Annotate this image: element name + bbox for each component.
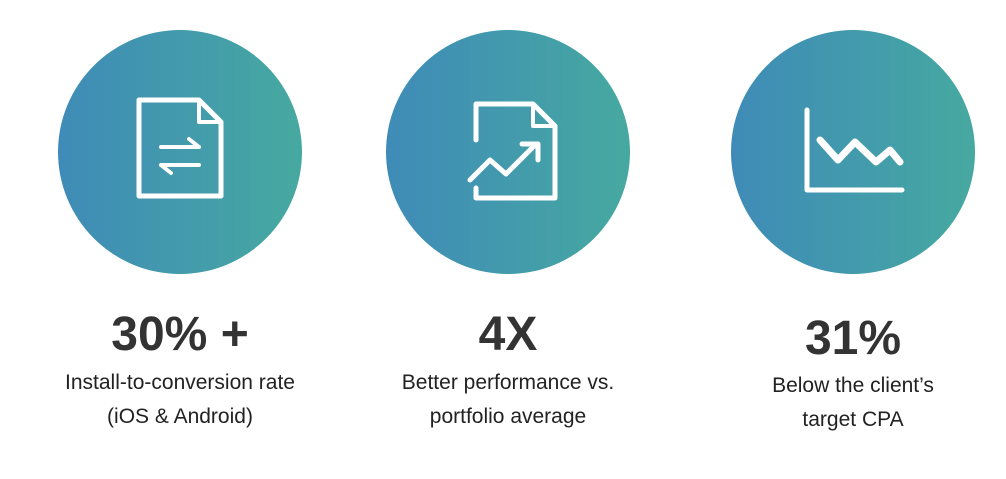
decline-chart-icon: [804, 107, 905, 193]
icon-circle: [58, 30, 302, 274]
stat-card: 4X Better performance vs. portfolio aver…: [386, 30, 630, 428]
document-transfer-icon: [136, 97, 224, 199]
document-growth-icon: [467, 101, 558, 201]
stat-label: Better performance vs.: [402, 371, 614, 394]
stat-label: (iOS & Android): [107, 405, 253, 428]
icon-circle: [731, 30, 975, 274]
stat-value: 30% +: [111, 308, 248, 361]
icon-circle: [386, 30, 630, 274]
stat-value: 4X: [479, 308, 538, 361]
stat-label: portfolio average: [430, 405, 586, 428]
stat-label: Install-to-conversion rate: [65, 371, 295, 394]
stat-card: 31% Below the client’s target CPA: [731, 30, 975, 431]
stat-label: Below the client’s: [772, 374, 934, 397]
stat-card: 30% + Install-to-conversion rate (iOS & …: [58, 30, 302, 428]
stat-label: target CPA: [802, 408, 903, 431]
stat-value: 31%: [805, 312, 901, 365]
